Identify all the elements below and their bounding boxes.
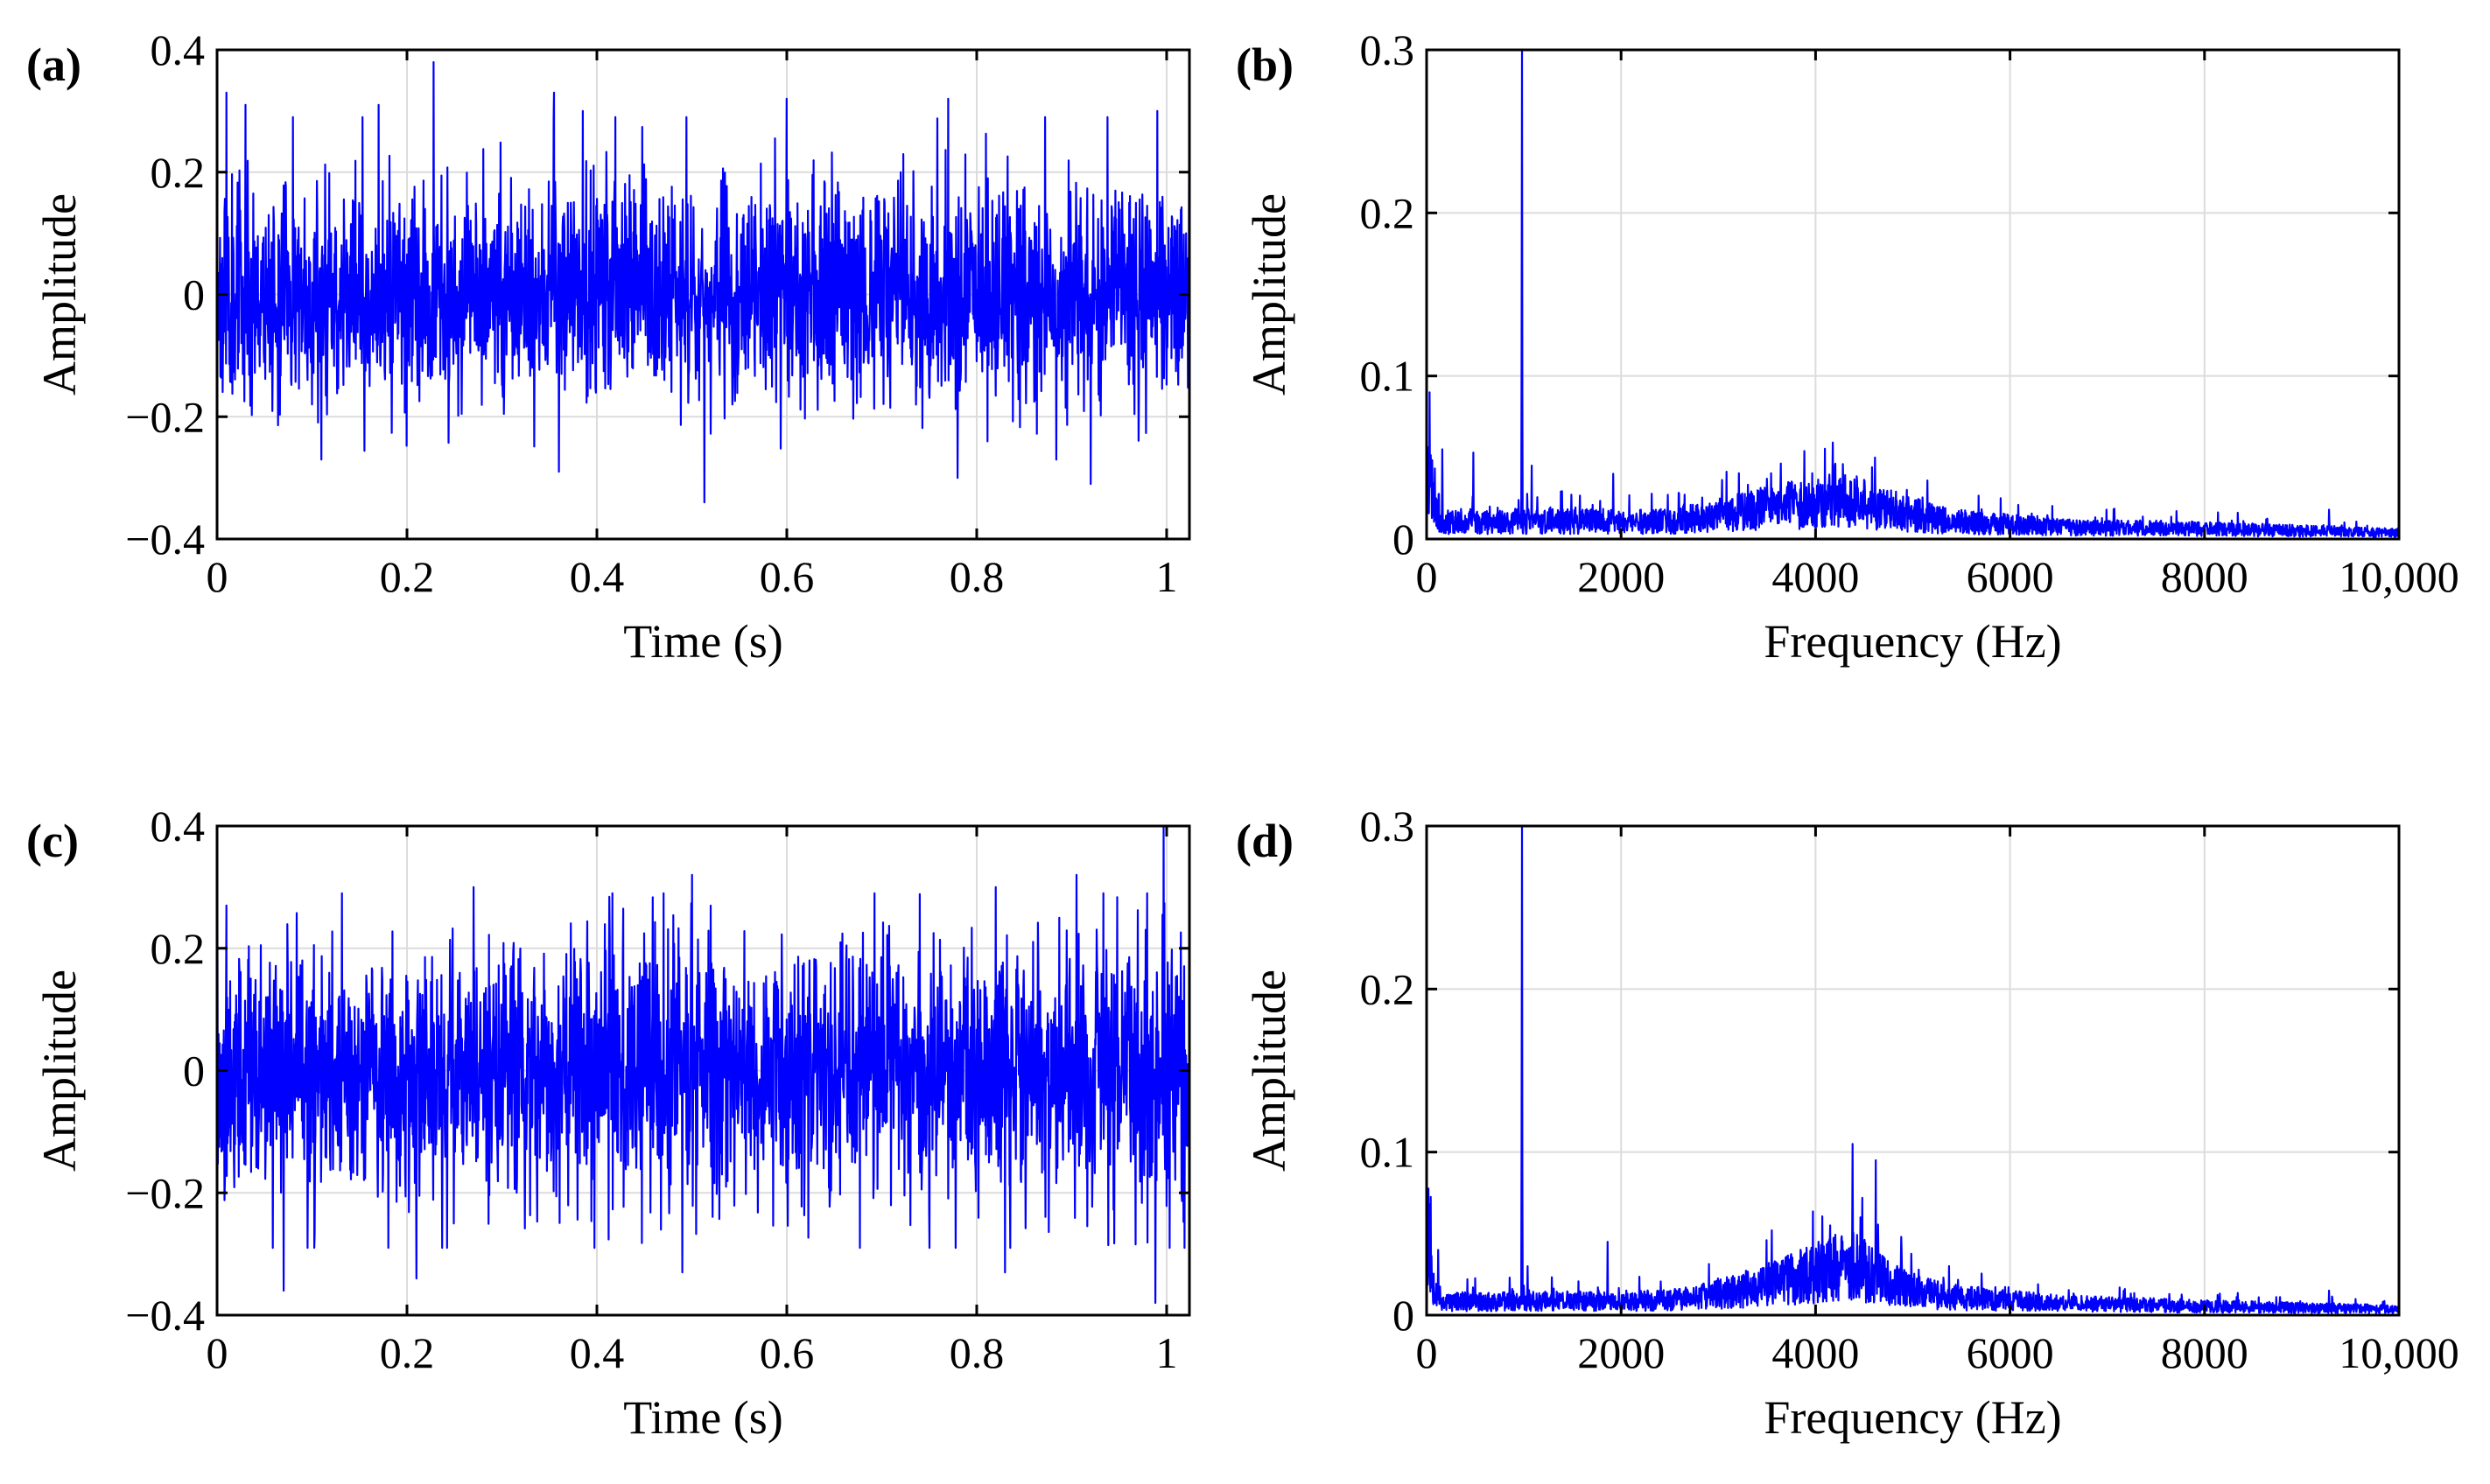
- y-tick-label: −0.2: [125, 1168, 205, 1217]
- x-tick-label: 6000: [1967, 552, 2054, 601]
- y-tick-label: 0: [1392, 1291, 1414, 1340]
- x-axis-label: Time (s): [623, 615, 783, 668]
- series-line-b: [1427, 50, 2399, 538]
- panel-label: (b): [1236, 38, 1294, 91]
- x-tick-label: 0.2: [380, 552, 435, 601]
- y-tick-label: 0.4: [151, 802, 206, 850]
- x-tick-label: 0.4: [570, 1328, 625, 1377]
- x-tick-label: 1: [1155, 552, 1177, 601]
- chart-panel-a: 0 0.2 0.4 0.6 0.8 1 −0.4 −0.2 0 0.2 0.4 Time (s) Amp…: [26, 25, 1191, 668]
- chart-panel-d: 0 2000 4000 6000 8000 10,000 0 0.1 0.2 0.3 Frequen…: [1236, 802, 2459, 1444]
- y-tick-label: 0.3: [1360, 25, 1415, 74]
- y-tick-label: 0: [183, 270, 205, 319]
- panel-label: (a): [26, 38, 81, 91]
- chart-panel-b: 0 2000 4000 6000 8000 10,000 0 0.1 0.2 0.3 Frequen…: [1236, 25, 2459, 668]
- series-line-d: [1427, 826, 2399, 1315]
- x-tick-label: 10,000: [2339, 1328, 2459, 1377]
- x-axis-label: Time (s): [623, 1391, 783, 1444]
- x-tick-label: 0.4: [570, 552, 625, 601]
- y-axis-label: Amplitude: [33, 193, 86, 396]
- x-axis-label: Frequency (Hz): [1764, 1391, 2061, 1444]
- x-tick-label: 6000: [1967, 1328, 2054, 1377]
- x-tick-label: 10,000: [2339, 552, 2459, 601]
- x-tick-label: 1: [1155, 1328, 1177, 1377]
- x-tick-label: 0: [207, 552, 228, 601]
- x-tick-label: 8000: [2161, 552, 2248, 601]
- x-tick-label: 0.8: [950, 552, 1005, 601]
- x-tick-label: 2000: [1577, 1328, 1665, 1377]
- y-axis-label: Amplitude: [1243, 970, 1295, 1172]
- x-tick-label: 0: [1416, 552, 1438, 601]
- panel-label: (c): [26, 815, 79, 867]
- series-line-a: [217, 60, 1189, 504]
- x-tick-label: 0.8: [950, 1328, 1005, 1377]
- y-tick-label: 0.4: [151, 25, 206, 74]
- x-tick-label: 0.6: [760, 552, 815, 601]
- y-tick-label: 0.1: [1360, 352, 1415, 401]
- y-tick-label: 0: [183, 1046, 205, 1096]
- x-tick-label: 4000: [1771, 552, 1859, 601]
- y-tick-label: 0.3: [1360, 802, 1415, 850]
- y-tick-label: 0: [1392, 514, 1414, 564]
- x-tick-label: 0: [1416, 1328, 1438, 1377]
- series-line-c: [217, 826, 1189, 1305]
- y-tick-label: −0.4: [125, 514, 205, 564]
- x-tick-label: 0: [207, 1328, 228, 1377]
- x-tick-label: 2000: [1577, 552, 1665, 601]
- x-axis-label: Frequency (Hz): [1764, 615, 2061, 668]
- x-tick-label: 0.2: [380, 1328, 435, 1377]
- x-tick-label: 8000: [2161, 1328, 2248, 1377]
- x-tick-label: 0.6: [760, 1328, 815, 1377]
- x-tick-label: 4000: [1771, 1328, 1859, 1377]
- plot-frame: [1425, 824, 2401, 1317]
- y-axis-label: Amplitude: [1243, 193, 1295, 396]
- chart-panel-c: 0 0.2 0.4 0.6 0.8 1 −0.4 −0.2 0 0.2 0.4 Time (s) Amp…: [26, 802, 1191, 1444]
- grid-lines: [1427, 50, 2399, 539]
- y-tick-label: 0.2: [151, 148, 206, 197]
- y-tick-label: 0.2: [1360, 188, 1415, 237]
- plot-frame: [1425, 48, 2401, 541]
- panel-label: (d): [1236, 815, 1294, 867]
- grid-lines: [1427, 826, 2399, 1315]
- y-tick-label: 0.1: [1360, 1128, 1415, 1177]
- y-tick-label: −0.4: [125, 1291, 205, 1340]
- y-tick-label: 0.2: [1360, 964, 1415, 1013]
- y-tick-label: −0.2: [125, 392, 205, 441]
- y-axis-label: Amplitude: [33, 970, 86, 1172]
- y-tick-label: 0.2: [151, 924, 206, 973]
